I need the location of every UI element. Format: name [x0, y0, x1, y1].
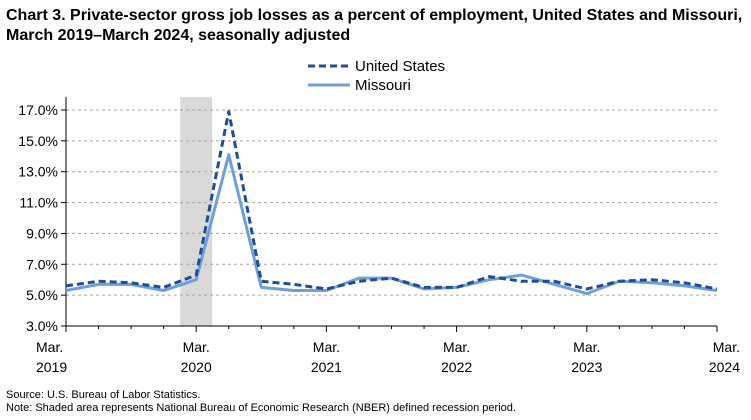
y-tick-label: 7.0%: [26, 256, 58, 272]
x-tick-label-year: 2021: [311, 359, 342, 375]
x-tick-label-month: Mar.: [183, 339, 210, 355]
x-tick-label-year: 2020: [181, 359, 212, 375]
gridlines: [66, 109, 717, 296]
x-axis-ticks: Mar. 2019 Mar. 2020 Mar. 2021 Mar. 2022 Mar. 2023…: [36, 326, 740, 375]
y-tick-label: 15.0%: [18, 133, 58, 149]
series-line-united-states: [65, 110, 718, 291]
y-tick-label: 11.0%: [19, 195, 58, 211]
chart-title: Chart 3. Private-sector gross job losses…: [6, 7, 743, 44]
footer: Source: U.S. Bureau of Labor Statistics.…: [6, 389, 516, 415]
legend-label: United States: [355, 58, 445, 75]
x-tick-label-year: 2019: [36, 359, 67, 375]
series-lines: [65, 110, 718, 296]
y-tick-label: 17.0%: [18, 102, 58, 118]
x-tick-label-year: 2023: [571, 359, 602, 375]
recession-shading: [180, 97, 213, 326]
y-tick-label: 5.0%: [26, 287, 58, 303]
x-tick-label-month: Mar.: [36, 339, 63, 355]
y-axis-ticks: 3.0% 5.0% 7.0% 9.0% 11.0% 13.0% 15.0% 17.0%: [18, 102, 66, 334]
source-note: Source: U.S. Bureau of Labor Statistics.: [6, 389, 201, 401]
x-tick-label-month: Mar.: [313, 339, 340, 355]
x-tick-label-month: Mar.: [713, 339, 740, 355]
legend-label: Missouri: [355, 77, 411, 94]
shading-note: Note: Shaded area represents National Bu…: [6, 402, 516, 414]
recession-band: [180, 97, 213, 326]
legend: United States Missouri: [308, 58, 445, 94]
x-tick-label-month: Mar.: [443, 339, 470, 355]
y-tick-label: 13.0%: [18, 164, 58, 180]
x-tick-label-year: 2024: [709, 359, 740, 375]
x-tick-label-month: Mar.: [573, 339, 600, 355]
y-tick-label: 3.0%: [26, 318, 58, 334]
y-tick-label: 9.0%: [26, 225, 58, 241]
x-tick-label-year: 2022: [441, 359, 472, 375]
series-line-missouri: [65, 153, 718, 296]
